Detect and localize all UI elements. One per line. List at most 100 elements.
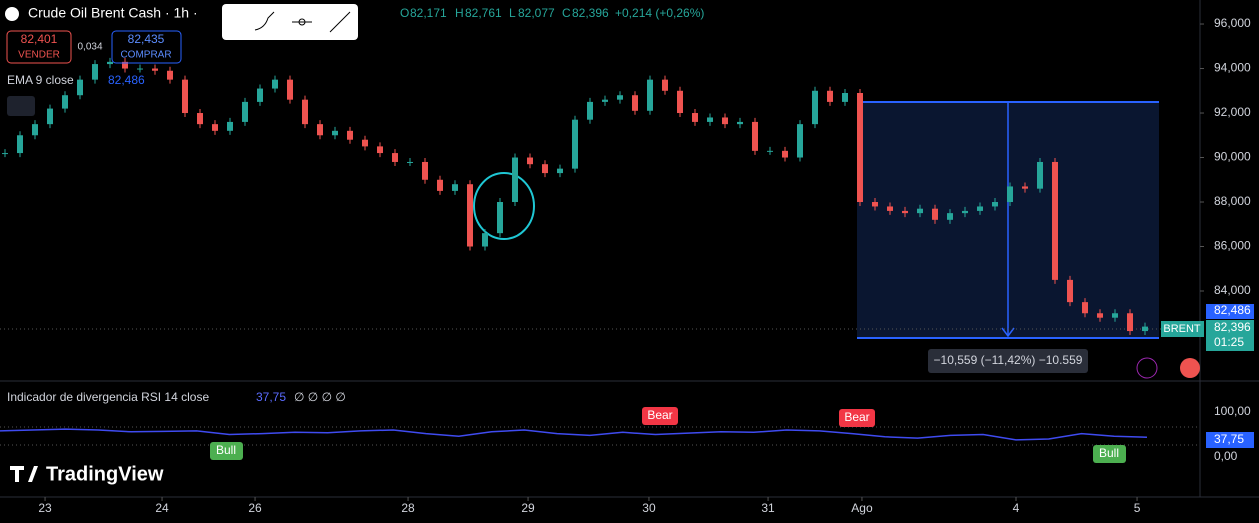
candle — [152, 68, 158, 71]
candle — [347, 130, 353, 140]
sell-label[interactable]: VENDER — [18, 50, 60, 61]
candle — [692, 113, 698, 122]
candle — [332, 130, 338, 136]
bull-tag — [1093, 445, 1126, 463]
logo: TradingView — [46, 463, 164, 485]
candle — [842, 92, 848, 102]
sell-price[interactable]: 82,401 — [21, 32, 58, 46]
ohlc-label: L — [509, 6, 516, 20]
candle — [557, 168, 563, 174]
candle — [512, 157, 518, 203]
x-tick-label: 28 — [401, 501, 415, 515]
candle — [887, 206, 893, 211]
candle — [62, 95, 68, 109]
ohlc-value: 82,077 — [518, 6, 555, 20]
candle — [317, 124, 323, 136]
flag-icon[interactable] — [1180, 358, 1200, 378]
candle — [32, 124, 38, 136]
candle — [752, 121, 758, 151]
candle — [302, 99, 308, 125]
candle — [827, 90, 833, 102]
buy-button[interactable] — [111, 30, 182, 64]
last-tag-text: 82,396 — [1214, 320, 1251, 334]
drawing-toolbar[interactable] — [222, 4, 358, 40]
candle — [647, 79, 653, 111]
buy-label[interactable]: COMPRAR — [120, 50, 171, 61]
candle — [437, 179, 443, 191]
candle — [602, 99, 608, 102]
candle — [272, 79, 278, 89]
candle — [467, 184, 473, 247]
x-tick-label: 26 — [248, 501, 262, 515]
candle — [242, 101, 248, 122]
symbol-tag — [1161, 321, 1204, 337]
arrow-head — [1001, 327, 1015, 338]
candle — [77, 79, 83, 96]
tool-icon[interactable] — [292, 18, 312, 26]
rsi-legend: Indicador de divergencia RSI 14 close — [7, 390, 209, 404]
candle — [17, 135, 23, 154]
candle — [632, 95, 638, 111]
candle — [47, 108, 53, 125]
sell-button[interactable] — [6, 30, 72, 64]
candle — [107, 61, 113, 65]
x-tick-label: 23 — [38, 501, 52, 515]
x-tick-label: 30 — [642, 501, 656, 515]
buy-price[interactable]: 82,435 — [128, 32, 165, 46]
candle — [137, 68, 143, 70]
candle — [707, 117, 713, 122]
ohlc-value: 82,761 — [465, 6, 502, 20]
x-tick-label: 29 — [521, 501, 535, 515]
candle — [812, 90, 818, 125]
rsi-line — [0, 428, 1148, 441]
spread: 0,034 — [77, 42, 102, 53]
candle — [1037, 161, 1043, 189]
candle — [182, 79, 188, 114]
x-tick-label: 24 — [155, 501, 169, 515]
candle — [977, 206, 983, 211]
candle — [677, 90, 683, 114]
candle — [452, 184, 458, 191]
ohlc-label: C — [562, 6, 571, 20]
candle — [1022, 186, 1028, 189]
y-tick-label: 84,000 — [1214, 283, 1251, 297]
candle — [587, 101, 593, 120]
x-tick-label: 5 — [1134, 501, 1141, 515]
candle — [782, 150, 788, 158]
marks — [0, 57, 1148, 441]
bull-tag — [210, 442, 243, 460]
candle — [857, 92, 863, 203]
event-icon[interactable] — [1136, 357, 1158, 379]
bear-text: Bear — [844, 410, 869, 424]
ema-tag-text: 82,486 — [1214, 303, 1251, 317]
candle — [1067, 279, 1073, 303]
candle — [422, 161, 428, 180]
ohlc-label: H — [455, 6, 464, 20]
symbol-tag-text: BRENT — [1163, 323, 1201, 335]
candle — [872, 202, 878, 207]
candle — [1007, 186, 1013, 203]
bear-tag — [642, 407, 678, 425]
y-tick-label: 86,000 — [1214, 239, 1251, 253]
rsi-legend-value: 37,75 — [256, 390, 286, 404]
collapse-button[interactable] — [7, 96, 35, 116]
x-tick-label: Ago — [851, 501, 873, 515]
y-tick-label: 90,000 — [1214, 150, 1251, 164]
ema-legend-value: 82,486 — [108, 73, 145, 87]
candle — [197, 113, 203, 125]
candle — [542, 164, 548, 174]
candle — [962, 210, 968, 214]
candle — [392, 153, 398, 162]
y-tick-label: 96,000 — [1214, 16, 1251, 30]
symbol-icon — [5, 7, 19, 21]
tool-icon[interactable] — [254, 11, 275, 31]
candle — [947, 213, 953, 220]
tool-icon[interactable] — [329, 11, 351, 33]
candle — [92, 64, 98, 80]
bull-text: Bull — [1099, 446, 1119, 460]
ohlc-value: 82,396 — [572, 6, 609, 20]
ohlc-value: 82,171 — [410, 6, 447, 20]
candle — [287, 79, 293, 100]
candle — [767, 150, 773, 152]
